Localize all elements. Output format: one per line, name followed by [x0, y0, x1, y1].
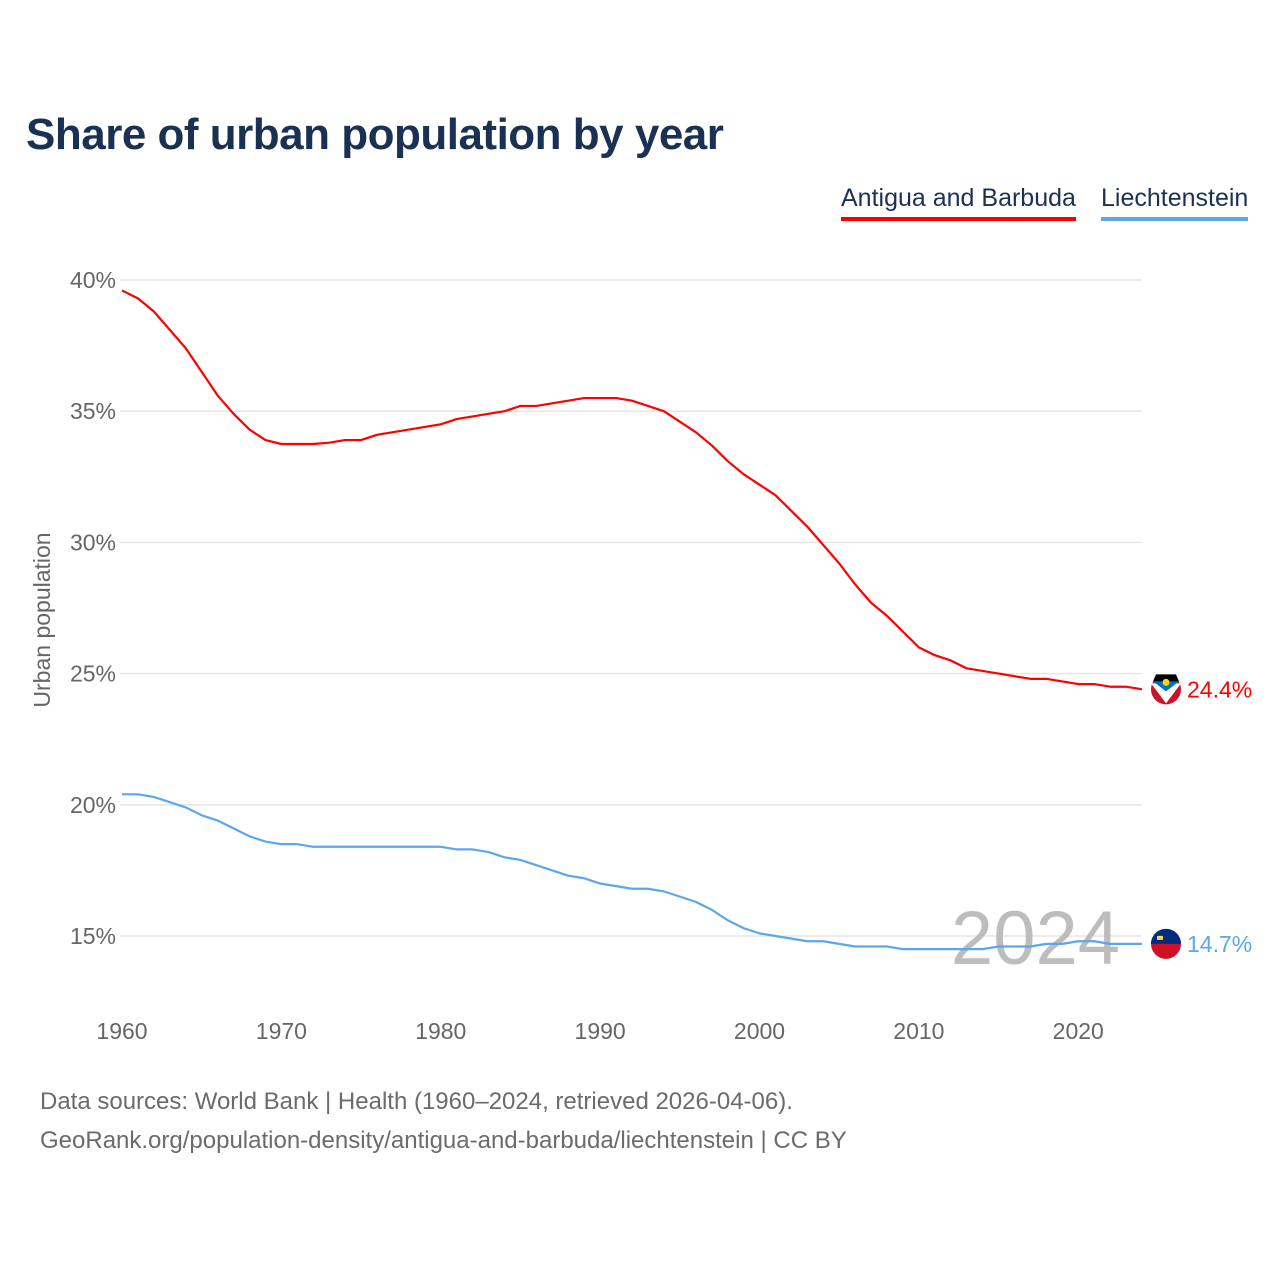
- series-line-1: [122, 793, 1142, 951]
- y-tick-label: 15%: [70, 923, 116, 949]
- y-tick-label: 30%: [70, 529, 116, 555]
- y-tick-label: 35%: [70, 398, 116, 424]
- antigua-flag-icon: [1151, 674, 1181, 705]
- year-watermark: 2024: [951, 896, 1120, 981]
- legend-antigua-and-barbuda[interactable]: Antigua and Barbuda: [841, 184, 1076, 221]
- x-tick-label: 2020: [1053, 1018, 1104, 1044]
- end-value-label: 14.7%: [1187, 931, 1252, 957]
- series-line-0: [121, 289, 1143, 691]
- y-tick-label: 20%: [70, 792, 116, 818]
- x-tick-label: 1960: [96, 1018, 147, 1044]
- end-value-label: 24.4%: [1187, 676, 1252, 702]
- y-tick-label: 25%: [70, 661, 116, 687]
- x-tick-label: 2010: [893, 1018, 944, 1044]
- y-axis-label: Urban population: [29, 532, 55, 707]
- chart-title: Share of urban population by year: [26, 110, 724, 159]
- legend-liechtenstein[interactable]: Liechtenstein: [1101, 184, 1249, 221]
- footer-link[interactable]: GeoRank.org/population-density/antigua-a…: [40, 1127, 847, 1154]
- y-tick-label: 40%: [70, 267, 116, 293]
- liechtenstein-flag-icon: [1151, 928, 1181, 959]
- x-tick-label: 2000: [734, 1018, 785, 1044]
- x-tick-label: 1990: [575, 1018, 626, 1044]
- x-tick-label: 1980: [415, 1018, 466, 1044]
- footer-sources: Data sources: World Bank | Health (1960–…: [40, 1088, 793, 1115]
- x-tick-label: 1970: [256, 1018, 307, 1044]
